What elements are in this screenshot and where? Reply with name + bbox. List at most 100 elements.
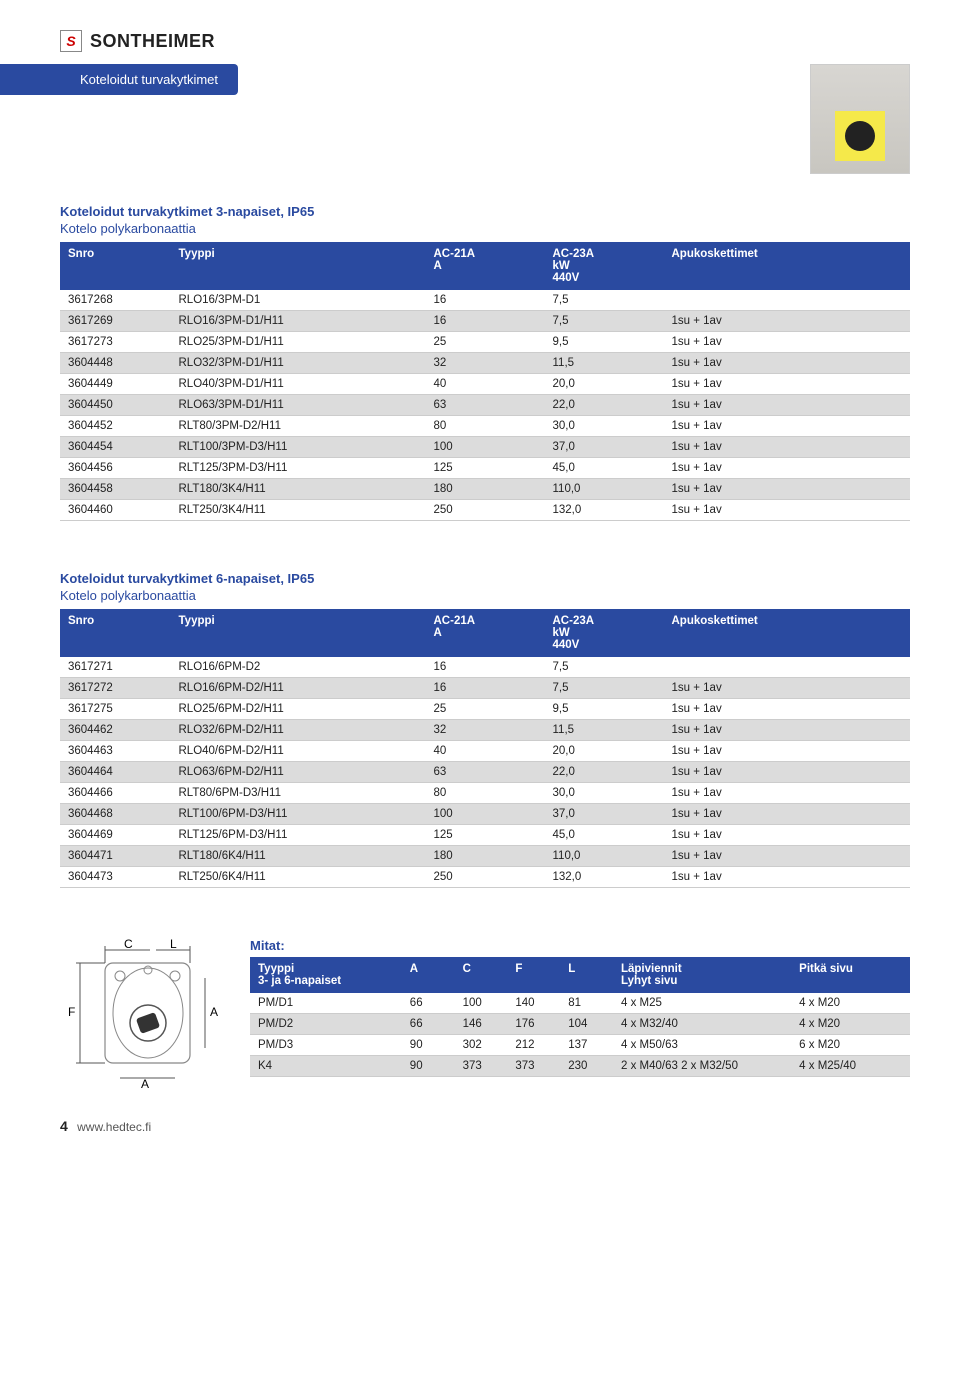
table-cell: 125 bbox=[426, 825, 545, 846]
table-cell: RLO63/3PM-D1/H11 bbox=[171, 395, 426, 416]
column-header: C bbox=[455, 957, 508, 993]
table-cell: 90 bbox=[402, 1035, 455, 1056]
table-cell: 180 bbox=[426, 846, 545, 867]
table-cell: 20,0 bbox=[545, 741, 664, 762]
brand-header: S SONTHEIMER bbox=[60, 30, 910, 52]
table-cell: 3617271 bbox=[60, 657, 171, 678]
table-cell: RLO32/3PM-D1/H11 bbox=[171, 353, 426, 374]
section1-title: Koteloidut turvakytkimet 3-napaiset, IP6… bbox=[60, 204, 910, 219]
table-cell: 1su + 1av bbox=[664, 458, 911, 479]
table-cell: 16 bbox=[426, 311, 545, 332]
table-cell: 3604454 bbox=[60, 437, 171, 458]
table-cell: 66 bbox=[402, 993, 455, 1014]
table-cell: 7,5 bbox=[545, 290, 664, 311]
table-row: 3604448RLO32/3PM-D1/H113211,51su + 1av bbox=[60, 353, 910, 374]
table-row: PM/D2661461761044 x M32/404 x M20 bbox=[250, 1014, 910, 1035]
table-cell: RLT100/3PM-D3/H11 bbox=[171, 437, 426, 458]
table-cell: 3604458 bbox=[60, 479, 171, 500]
table-row: PM/D166100140814 x M254 x M20 bbox=[250, 993, 910, 1014]
table-cell: 1su + 1av bbox=[664, 762, 911, 783]
table-cell: RLO40/3PM-D1/H11 bbox=[171, 374, 426, 395]
table-cell: RLO16/3PM-D1/H11 bbox=[171, 311, 426, 332]
table-cell: PM/D3 bbox=[250, 1035, 402, 1056]
table-cell: 1su + 1av bbox=[664, 720, 911, 741]
table-cell: RLO40/6PM-D2/H11 bbox=[171, 741, 426, 762]
table-cell: 3604473 bbox=[60, 867, 171, 888]
page-number: 4 bbox=[60, 1118, 68, 1134]
table-cell: 1su + 1av bbox=[664, 353, 911, 374]
table-cell bbox=[664, 290, 911, 311]
dim-A-bottom: A bbox=[141, 1077, 149, 1088]
table-cell: 20,0 bbox=[545, 374, 664, 395]
table-cell: 1su + 1av bbox=[664, 395, 911, 416]
table-cell: 40 bbox=[426, 374, 545, 395]
section2-title: Koteloidut turvakytkimet 6-napaiset, IP6… bbox=[60, 571, 910, 586]
table-cell: 100 bbox=[455, 993, 508, 1014]
table-row: PM/D3903022121374 x M50/636 x M20 bbox=[250, 1035, 910, 1056]
table-cell: 3604460 bbox=[60, 500, 171, 521]
dimension-diagram: C L F A A bbox=[60, 938, 230, 1088]
product-image bbox=[810, 64, 910, 174]
table-3pole: SnroTyyppiAC-21AAAC-23AkW440VApukosketti… bbox=[60, 242, 910, 521]
title-row: Koteloidut turvakytkimet bbox=[60, 64, 910, 174]
table-cell: K4 bbox=[250, 1056, 402, 1077]
table-row: 3617273RLO25/3PM-D1/H11259,51su + 1av bbox=[60, 332, 910, 353]
table-cell: 230 bbox=[560, 1056, 613, 1077]
column-header: AC-21AA bbox=[426, 242, 545, 290]
section-3pole: Koteloidut turvakytkimet 3-napaiset, IP6… bbox=[60, 204, 910, 521]
page-banner: Koteloidut turvakytkimet bbox=[0, 64, 238, 95]
table-row: 3617272RLO16/6PM-D2/H11167,51su + 1av bbox=[60, 678, 910, 699]
table-cell: 3604469 bbox=[60, 825, 171, 846]
table-cell: 1su + 1av bbox=[664, 741, 911, 762]
table-cell: 11,5 bbox=[545, 720, 664, 741]
table-row: 3604449RLO40/3PM-D1/H114020,01su + 1av bbox=[60, 374, 910, 395]
table-cell: 3617272 bbox=[60, 678, 171, 699]
table-cell: 176 bbox=[507, 1014, 560, 1035]
table-row: 3617275RLO25/6PM-D2/H11259,51su + 1av bbox=[60, 699, 910, 720]
table-cell: RLT250/3K4/H11 bbox=[171, 500, 426, 521]
section-6pole: Koteloidut turvakytkimet 6-napaiset, IP6… bbox=[60, 571, 910, 888]
table-row: 3604454RLT100/3PM-D3/H1110037,01su + 1av bbox=[60, 437, 910, 458]
table-cell: 1su + 1av bbox=[664, 699, 911, 720]
table-cell: RLT80/3PM-D2/H11 bbox=[171, 416, 426, 437]
table-cell: 250 bbox=[426, 867, 545, 888]
table-cell: 1su + 1av bbox=[664, 804, 911, 825]
table-cell: 3617268 bbox=[60, 290, 171, 311]
table-cell: 9,5 bbox=[545, 332, 664, 353]
table-cell: 37,0 bbox=[545, 804, 664, 825]
column-header: Tyyppi bbox=[171, 609, 426, 657]
table-cell: RLT100/6PM-D3/H11 bbox=[171, 804, 426, 825]
table-cell: 80 bbox=[426, 783, 545, 804]
dim-F: F bbox=[68, 1005, 75, 1019]
table-row: 3604456RLT125/3PM-D3/H1112545,01su + 1av bbox=[60, 458, 910, 479]
table-cell: RLO32/6PM-D2/H11 bbox=[171, 720, 426, 741]
table-cell: 3604466 bbox=[60, 783, 171, 804]
table-row: 3604462RLO32/6PM-D2/H113211,51su + 1av bbox=[60, 720, 910, 741]
table-cell: 1su + 1av bbox=[664, 437, 911, 458]
table-cell: 132,0 bbox=[545, 500, 664, 521]
table-cell: RLO16/6PM-D2 bbox=[171, 657, 426, 678]
table-cell: RLT125/3PM-D3/H11 bbox=[171, 458, 426, 479]
table-row: 3604450RLO63/3PM-D1/H116322,01su + 1av bbox=[60, 395, 910, 416]
table-cell: RLO25/6PM-D2/H11 bbox=[171, 699, 426, 720]
table-row: 3604458RLT180/3K4/H11180110,01su + 1av bbox=[60, 479, 910, 500]
table-cell: 16 bbox=[426, 678, 545, 699]
table-cell: 146 bbox=[455, 1014, 508, 1035]
table-cell: 3604471 bbox=[60, 846, 171, 867]
table-cell bbox=[664, 657, 911, 678]
mitat-section: Mitat: Tyyppi3- ja 6-napaisetACFLLäpivie… bbox=[250, 938, 910, 1077]
table-cell: 63 bbox=[426, 762, 545, 783]
table-cell: 3604456 bbox=[60, 458, 171, 479]
column-header: A bbox=[402, 957, 455, 993]
table-row: K4903733732302 x M40/63 2 x M32/504 x M2… bbox=[250, 1056, 910, 1077]
table-cell: 1su + 1av bbox=[664, 846, 911, 867]
table-cell: 104 bbox=[560, 1014, 613, 1035]
brand-name: SONTHEIMER bbox=[90, 31, 215, 52]
table-cell: 4 x M20 bbox=[791, 993, 910, 1014]
dim-L: L bbox=[170, 938, 177, 951]
column-header: AC-23AkW440V bbox=[545, 609, 664, 657]
table-cell: 37,0 bbox=[545, 437, 664, 458]
table-cell: 25 bbox=[426, 699, 545, 720]
table-cell: 373 bbox=[507, 1056, 560, 1077]
table-cell: 3604449 bbox=[60, 374, 171, 395]
